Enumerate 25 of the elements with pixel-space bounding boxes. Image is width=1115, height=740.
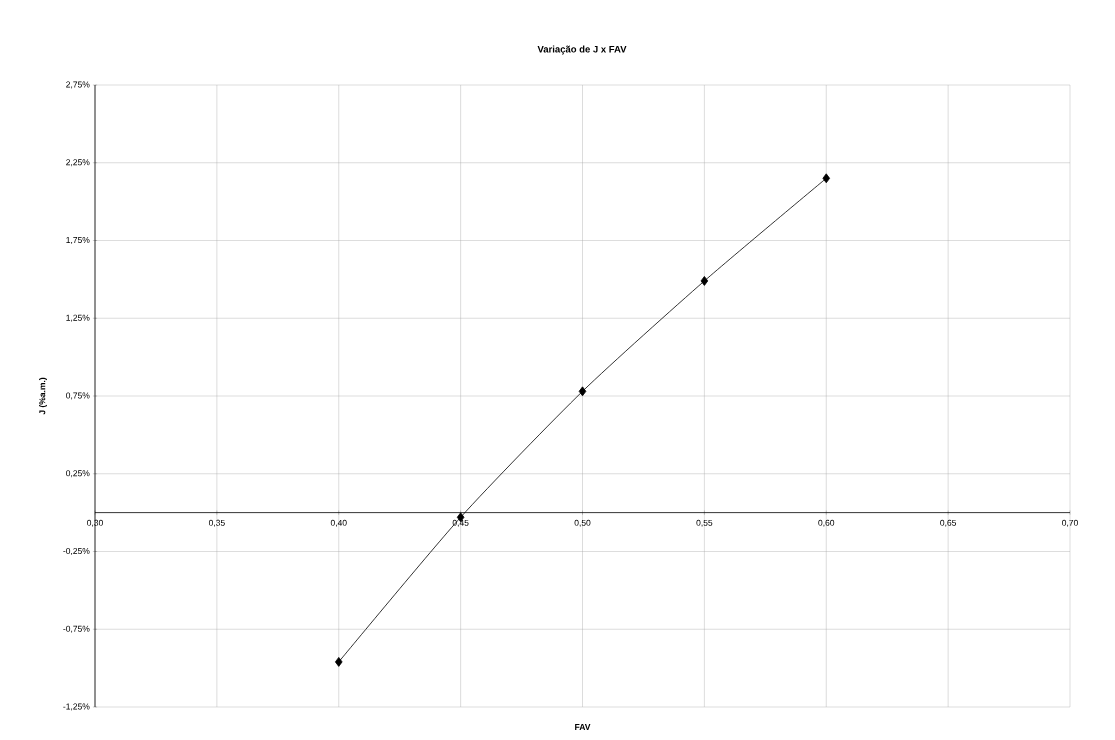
y-tick-label: -0,75% [63, 625, 90, 633]
point [578, 386, 587, 397]
x-tick-label: 0,65 [940, 519, 957, 527]
x-axis-title: FAV [575, 724, 591, 730]
y-tick-label: 1,75% [66, 237, 90, 244]
point [822, 173, 831, 184]
y-tick-label: 2,75% [66, 81, 90, 89]
x-tick-label: 0,40 [330, 519, 347, 527]
y-tick-label: -0,25% [63, 547, 90, 556]
x-tick-label: 0,45 [452, 519, 469, 527]
x-tick-label: 0,50 [574, 519, 591, 527]
point [700, 276, 709, 286]
y-tick-label: -1,25% [63, 703, 90, 711]
y-tick-label: 0,25% [66, 470, 90, 478]
y-tick-label: 1,25% [66, 314, 90, 322]
chart-title: Variação de J x FAV [537, 45, 627, 55]
y-axis-title: J (%a.m.) [39, 377, 47, 415]
x-tick-label: 0,35 [208, 519, 225, 527]
x-tick-label: 0,30 [87, 519, 103, 527]
y-tick-label: 2,25% [66, 159, 90, 167]
x-tick-label: 0,70 [1062, 519, 1078, 527]
point [334, 657, 343, 667]
x-tick-label: 0,60 [818, 519, 835, 527]
y-tick-label: 0,75% [66, 392, 90, 400]
x-tick-label: 0,55 [696, 519, 713, 527]
